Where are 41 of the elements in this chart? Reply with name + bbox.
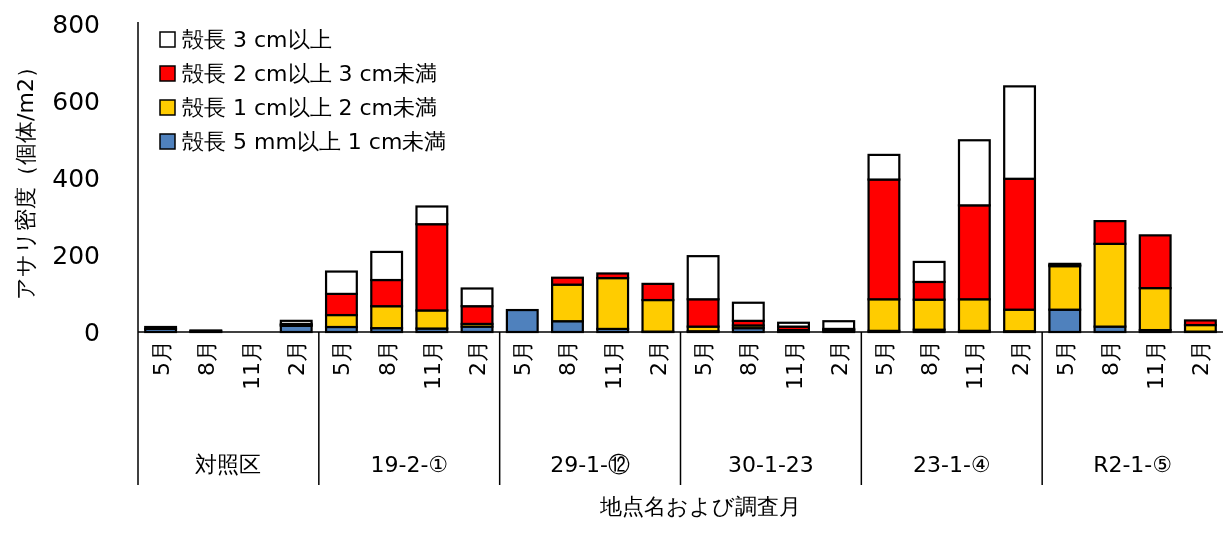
x-tick-label: 11月 (781, 340, 807, 390)
x-tick-label: 5月 (510, 340, 536, 376)
x-tick-label: 5月 (1052, 340, 1078, 376)
legend-label: 殻長 2 cm以上 3 cm未満 (182, 61, 438, 86)
x-tick-label: 5月 (148, 340, 174, 376)
x-tick-label: 2月 (1188, 340, 1214, 376)
x-tick-label: 8月 (917, 340, 943, 376)
text: 30-1-23 (727, 452, 814, 477)
x-tick-label: 11月 (600, 340, 626, 390)
x-tick-label: 5月 (871, 340, 897, 376)
legend-label: 殻長 5 mm以上 1 cm未満 (182, 129, 447, 154)
y-tick-label: 600 (52, 87, 100, 116)
x-tick-label: 8月 (736, 340, 762, 376)
x-tick-label: 11月 (419, 340, 445, 390)
x-tick-label: 5月 (691, 340, 717, 376)
x-tick-label: 11月 (239, 340, 265, 390)
x-tick-label: 11月 (962, 340, 988, 390)
text: 29-1-⑫ (550, 452, 631, 477)
legend-label: 殻長 3 cm以上 (182, 27, 332, 52)
y-axis-title: アサリ密度（個体/m2） (13, 56, 38, 300)
x-tick-label: 8月 (555, 340, 581, 376)
x-axis-title: 地点名および調査月 (599, 494, 801, 519)
text: 対照区 (195, 452, 262, 477)
x-tick-label: 2月 (465, 340, 491, 376)
x-tick-label: 8月 (374, 340, 400, 376)
text: 23-1-④ (912, 452, 991, 477)
x-tick-label: 2月 (284, 340, 310, 376)
x-tick-label: 8月 (193, 340, 219, 376)
x-tick-label: 2月 (1007, 340, 1033, 376)
legend-label: 殻長 1 cm以上 2 cm未満 (182, 95, 438, 120)
x-tick-label: 5月 (329, 340, 355, 376)
y-tick-label: 800 (52, 10, 100, 39)
x-tick-label: 11月 (1143, 340, 1169, 390)
x-tick-label: 2月 (826, 340, 852, 376)
x-tick-label: 2月 (645, 340, 671, 376)
y-tick-label: 400 (52, 164, 100, 193)
text: R2-1-⑤ (1093, 452, 1173, 477)
y-tick-label: 200 (52, 241, 100, 270)
x-tick-label: 8月 (1097, 340, 1123, 376)
y-tick-label: 0 (84, 318, 100, 347)
text: 19-2-① (370, 452, 449, 477)
